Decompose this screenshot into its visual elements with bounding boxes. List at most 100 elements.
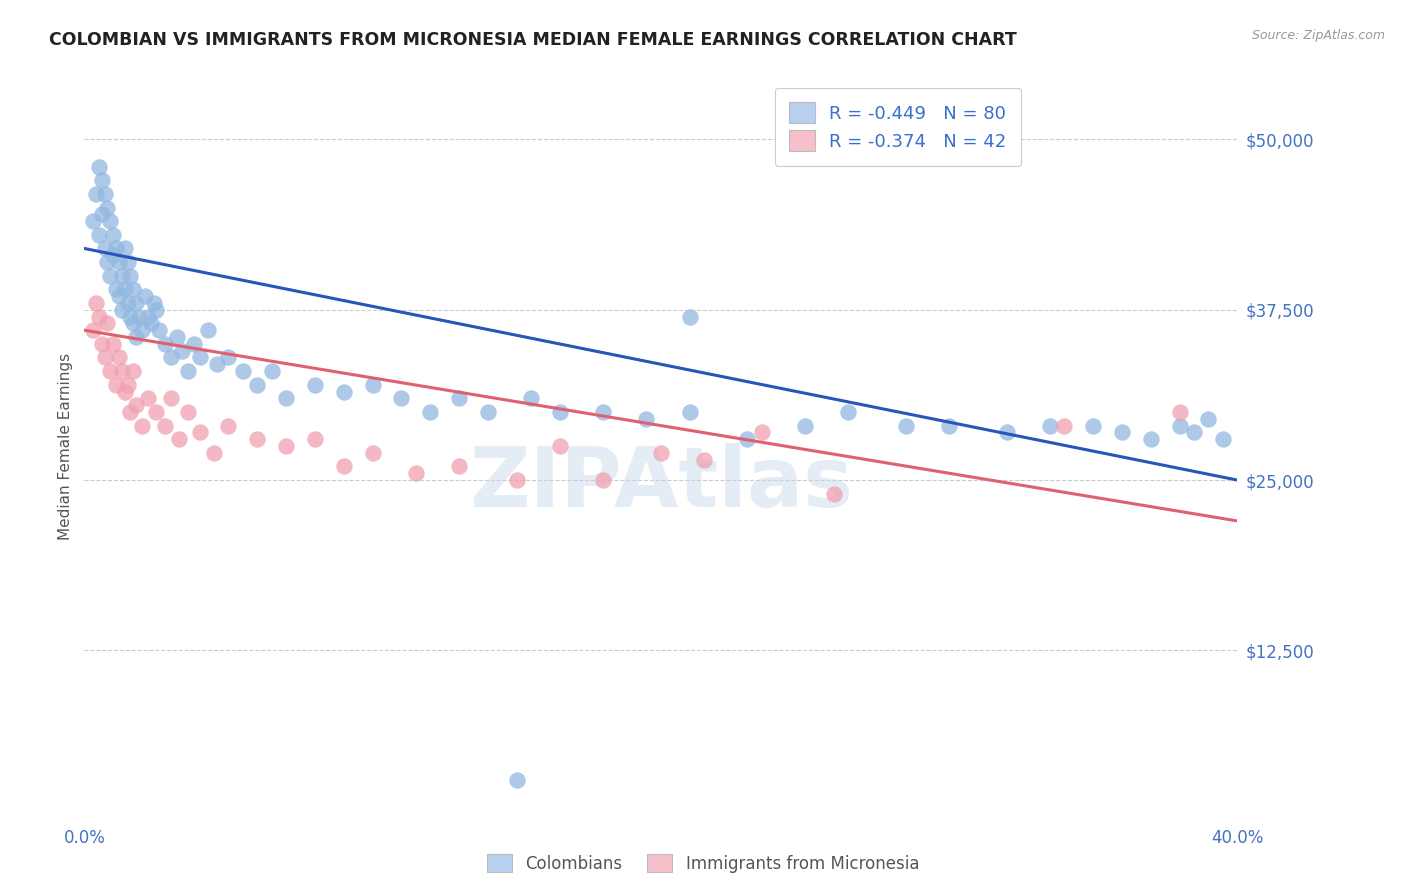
Point [276, 439, 298, 453]
Point [96, 317, 118, 331]
Point [111, 302, 134, 317]
Point [794, 418, 817, 433]
Point [1168, 405, 1191, 419]
Point [90, 207, 112, 221]
Point [361, 377, 384, 392]
Point [103, 248, 124, 262]
Point [894, 418, 917, 433]
Point [111, 268, 134, 283]
Point [1039, 418, 1062, 433]
Point [105, 377, 128, 392]
Point [108, 255, 131, 269]
Point [636, 411, 658, 425]
Point [548, 405, 571, 419]
Point [995, 425, 1018, 440]
Point [205, 357, 228, 371]
Point [166, 330, 188, 344]
Point [592, 473, 614, 487]
Point [449, 459, 471, 474]
Point [160, 351, 183, 365]
Point [122, 317, 145, 331]
Point [506, 772, 529, 787]
Point [177, 405, 200, 419]
Point [333, 459, 356, 474]
Point [1140, 432, 1163, 446]
Point [650, 446, 672, 460]
Point [82, 323, 104, 337]
Point [82, 214, 104, 228]
Point [202, 446, 225, 460]
Point [177, 364, 200, 378]
Point [98, 214, 121, 228]
Point [506, 473, 529, 487]
Point [136, 392, 159, 406]
Point [145, 405, 167, 419]
Point [169, 432, 191, 446]
Y-axis label: Median Female Earnings: Median Female Earnings [58, 352, 73, 540]
Point [246, 432, 269, 446]
Point [114, 282, 136, 296]
Point [120, 405, 142, 419]
Point [136, 310, 159, 324]
Point [93, 351, 115, 365]
Point [737, 432, 759, 446]
Point [823, 486, 845, 500]
Point [276, 392, 298, 406]
Point [120, 268, 142, 283]
Point [84, 186, 107, 201]
Point [172, 343, 194, 358]
Point [260, 364, 283, 378]
Point [87, 310, 110, 324]
Point [122, 364, 145, 378]
Point [679, 405, 702, 419]
Point [145, 302, 167, 317]
Point [103, 227, 124, 242]
Point [87, 227, 110, 242]
Point [114, 384, 136, 399]
Point [108, 289, 131, 303]
Point [188, 425, 211, 440]
Point [131, 418, 153, 433]
Point [693, 452, 716, 467]
Point [93, 186, 115, 201]
Point [120, 310, 142, 324]
Point [592, 405, 614, 419]
Point [103, 336, 124, 351]
Point [114, 242, 136, 256]
Text: Source: ZipAtlas.com: Source: ZipAtlas.com [1251, 29, 1385, 42]
Point [98, 268, 121, 283]
Point [1182, 425, 1205, 440]
Point [477, 405, 499, 419]
Point [751, 425, 773, 440]
Point [96, 201, 118, 215]
Point [117, 377, 139, 392]
Text: ZIPAtlas: ZIPAtlas [468, 443, 853, 524]
Point [84, 296, 107, 310]
Point [1083, 418, 1105, 433]
Point [117, 255, 139, 269]
Point [361, 446, 384, 460]
Point [117, 296, 139, 310]
Point [90, 173, 112, 187]
Point [108, 351, 131, 365]
Point [548, 439, 571, 453]
Point [87, 160, 110, 174]
Point [128, 310, 150, 324]
Point [90, 336, 112, 351]
Point [148, 323, 170, 337]
Point [160, 392, 183, 406]
Point [1111, 425, 1133, 440]
Point [93, 242, 115, 256]
Point [96, 255, 118, 269]
Point [183, 336, 205, 351]
Point [125, 296, 148, 310]
Point [218, 418, 240, 433]
Point [188, 351, 211, 365]
Point [837, 405, 859, 419]
Point [218, 351, 240, 365]
Text: COLOMBIAN VS IMMIGRANTS FROM MICRONESIA MEDIAN FEMALE EARNINGS CORRELATION CHART: COLOMBIAN VS IMMIGRANTS FROM MICRONESIA … [49, 31, 1017, 49]
Point [405, 467, 427, 481]
Point [139, 317, 162, 331]
Point [105, 282, 128, 296]
Point [111, 364, 134, 378]
